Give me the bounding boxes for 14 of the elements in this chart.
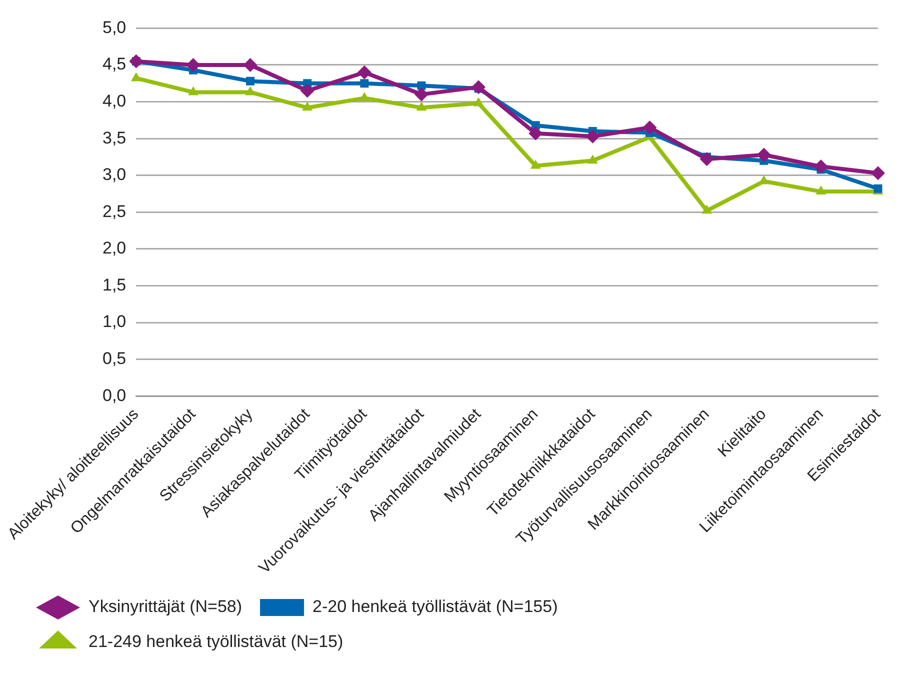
y-tick-label: 1,0 [102,312,126,332]
legend-label: Yksinyrittäjät (N=58) [88,597,242,616]
y-tick-label: 1,5 [102,275,126,294]
legend-label: 21-249 henkeä työllistävät (N=15) [88,632,344,652]
y-tick-label: 2,5 [102,202,126,221]
y-tick-label: 4,0 [102,91,126,110]
y-tick-label: 0,5 [102,349,126,368]
legend-label: 2-20 henkeä työllistävät (N=155) [312,597,558,616]
y-tick-label: 0,0 [102,386,126,405]
y-tick-label: 3,5 [102,128,126,148]
y-tick-label: 2,0 [102,238,126,258]
y-tick-label: 5,0 [102,18,126,37]
y-tick-label: 3,0 [102,165,126,184]
y-tick-label: 4,5 [102,54,126,74]
